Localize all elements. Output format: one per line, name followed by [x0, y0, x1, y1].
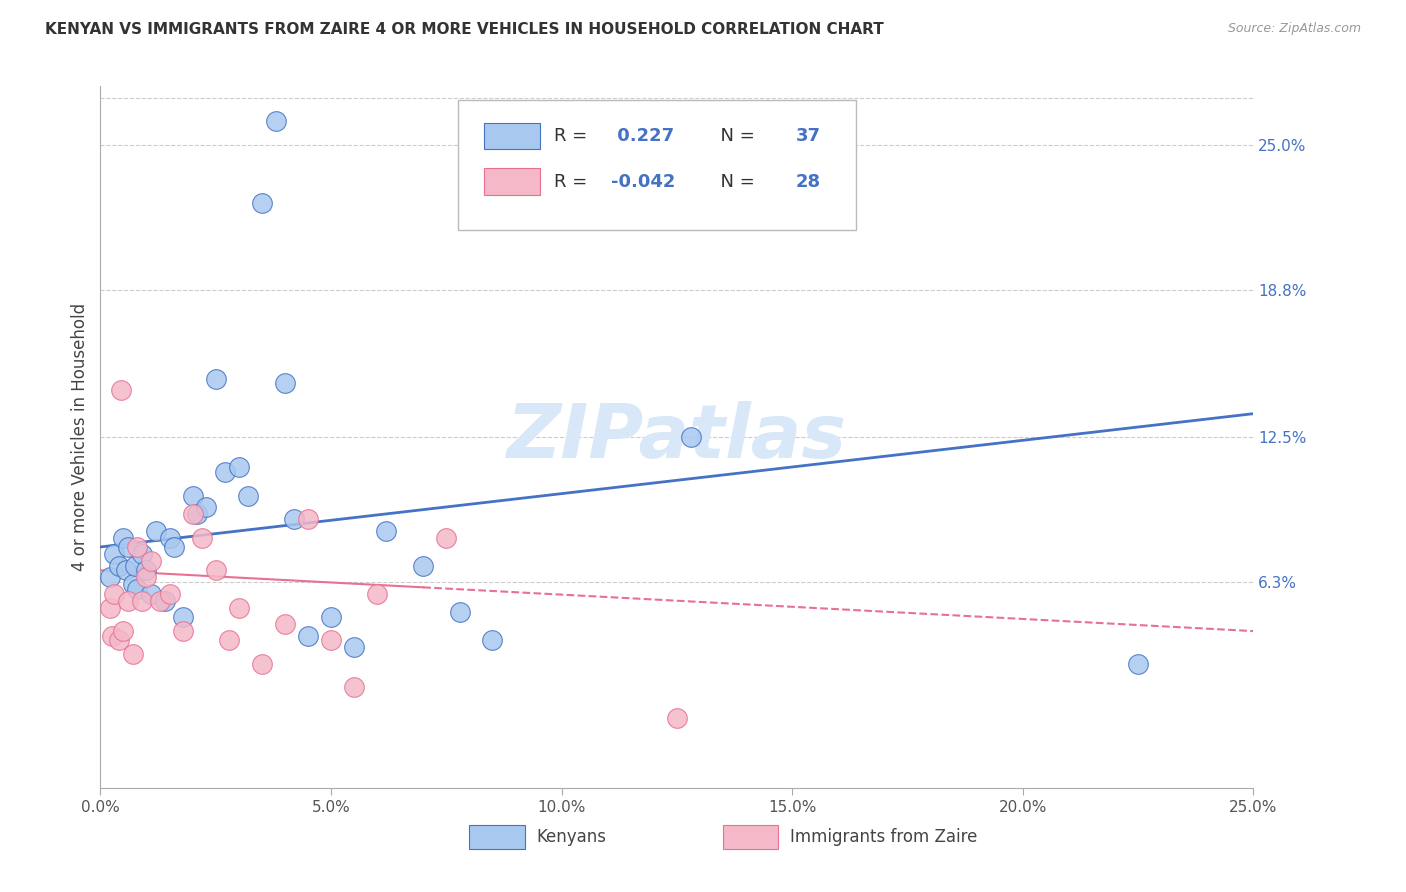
Point	[434, 531, 457, 545]
Point	[283, 512, 305, 526]
Point	[114, 563, 136, 577]
Point	[195, 500, 218, 515]
Point	[181, 489, 204, 503]
Point	[149, 593, 172, 607]
FancyBboxPatch shape	[470, 825, 524, 849]
Point	[665, 711, 688, 725]
Point	[343, 640, 366, 655]
Point	[98, 570, 121, 584]
Y-axis label: 4 or more Vehicles in Household: 4 or more Vehicles in Household	[72, 303, 89, 571]
Point	[121, 577, 143, 591]
Point	[117, 540, 139, 554]
Point	[98, 600, 121, 615]
Point	[112, 531, 135, 545]
Point	[153, 593, 176, 607]
Point	[186, 507, 208, 521]
Point	[191, 531, 214, 545]
Point	[131, 547, 153, 561]
Point	[319, 610, 342, 624]
Point	[103, 587, 125, 601]
Point	[204, 371, 226, 385]
Point	[412, 558, 434, 573]
FancyBboxPatch shape	[458, 101, 856, 230]
Point	[181, 507, 204, 521]
Point	[297, 512, 319, 526]
Point	[159, 531, 181, 545]
Text: Kenyans: Kenyans	[536, 828, 606, 846]
Point	[1126, 657, 1149, 671]
Text: N =: N =	[709, 173, 761, 191]
Text: KENYAN VS IMMIGRANTS FROM ZAIRE 4 OR MORE VEHICLES IN HOUSEHOLD CORRELATION CHAR: KENYAN VS IMMIGRANTS FROM ZAIRE 4 OR MOR…	[45, 22, 884, 37]
Text: 0.227: 0.227	[612, 128, 675, 145]
Point	[449, 606, 471, 620]
Text: R =: R =	[554, 128, 592, 145]
Point	[103, 547, 125, 561]
Point	[107, 633, 129, 648]
Point	[214, 465, 236, 479]
Point	[124, 558, 146, 573]
Text: N =: N =	[709, 128, 761, 145]
Point	[218, 633, 240, 648]
Point	[139, 554, 162, 568]
Point	[117, 593, 139, 607]
Point	[264, 114, 287, 128]
Point	[204, 563, 226, 577]
Point	[139, 587, 162, 601]
Point	[145, 524, 167, 538]
Point	[127, 540, 149, 554]
Point	[481, 633, 503, 648]
Point	[366, 587, 388, 601]
FancyBboxPatch shape	[484, 123, 540, 150]
Point	[135, 563, 157, 577]
Point	[101, 629, 124, 643]
Point	[679, 430, 702, 444]
Point	[274, 617, 297, 632]
Text: ZIPatlas: ZIPatlas	[508, 401, 846, 474]
Text: -0.042: -0.042	[612, 173, 675, 191]
Point	[343, 680, 366, 694]
Point	[228, 600, 250, 615]
Point	[112, 624, 135, 639]
Text: 28: 28	[796, 173, 821, 191]
Point	[163, 540, 186, 554]
Point	[121, 648, 143, 662]
Point	[297, 629, 319, 643]
Point	[110, 384, 132, 398]
Text: Source: ZipAtlas.com: Source: ZipAtlas.com	[1227, 22, 1361, 36]
Text: Immigrants from Zaire: Immigrants from Zaire	[790, 828, 977, 846]
Text: 37: 37	[796, 128, 821, 145]
Point	[107, 558, 129, 573]
FancyBboxPatch shape	[484, 169, 540, 195]
Point	[228, 460, 250, 475]
Point	[135, 570, 157, 584]
Point	[236, 489, 259, 503]
Point	[375, 524, 398, 538]
Text: R =: R =	[554, 173, 592, 191]
Point	[274, 376, 297, 391]
FancyBboxPatch shape	[723, 825, 779, 849]
Point	[127, 582, 149, 596]
Point	[131, 593, 153, 607]
Point	[250, 196, 273, 211]
Point	[250, 657, 273, 671]
Point	[172, 624, 194, 639]
Point	[159, 587, 181, 601]
Point	[172, 610, 194, 624]
Point	[319, 633, 342, 648]
